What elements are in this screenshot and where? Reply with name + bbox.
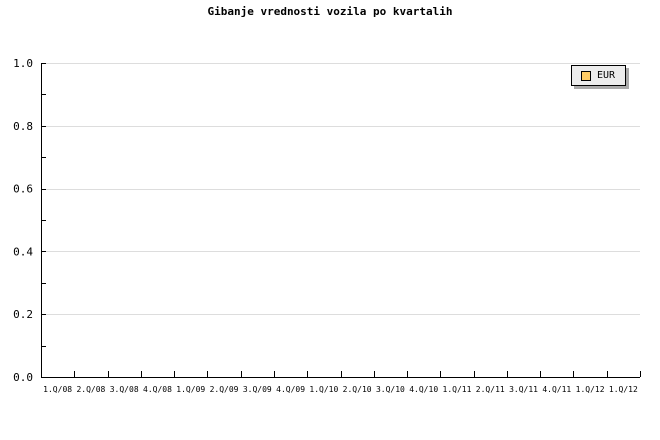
x-tick-label: 4.Q/10 xyxy=(409,385,438,394)
x-tick-label: 4.Q/08 xyxy=(143,385,172,394)
x-tick-label: 1.Q/11 xyxy=(443,385,472,394)
x-tick-label: 1.Q/12 xyxy=(609,385,638,394)
y-tick-label: 0.2 xyxy=(13,308,33,321)
x-tick-label: 3.Q/08 xyxy=(110,385,139,394)
x-tick-label: 1.Q/12 xyxy=(576,385,605,394)
x-tick-label: 1.Q/08 xyxy=(43,385,72,394)
x-tick-label: 3.Q/11 xyxy=(509,385,538,394)
x-tick-label: 4.Q/09 xyxy=(276,385,305,394)
legend: EUR xyxy=(571,65,626,86)
x-tick-label: 3.Q/09 xyxy=(243,385,272,394)
x-tick-label: 1.Q/09 xyxy=(176,385,205,394)
y-tick-label: 0.8 xyxy=(13,120,33,133)
x-tick-label: 3.Q/10 xyxy=(376,385,405,394)
x-tick-label: 2.Q/10 xyxy=(343,385,372,394)
chart-title: Gibanje vrednosti vozila po kvartalih xyxy=(207,5,453,18)
y-tick-label: 1.0 xyxy=(13,57,33,70)
x-tick-label: 2.Q/09 xyxy=(210,385,239,394)
x-tick-label: 1.Q/10 xyxy=(309,385,338,394)
x-tick-label: 4.Q/11 xyxy=(542,385,571,394)
x-tick-label: 2.Q/08 xyxy=(76,385,105,394)
x-tick-label: 2.Q/11 xyxy=(476,385,505,394)
y-tick-label: 0.6 xyxy=(13,183,33,196)
legend-swatch-eur xyxy=(581,70,591,81)
y-tick-label: 0.0 xyxy=(13,371,33,384)
legend-label-eur: EUR xyxy=(597,70,616,81)
y-tick-label: 0.4 xyxy=(13,245,33,258)
